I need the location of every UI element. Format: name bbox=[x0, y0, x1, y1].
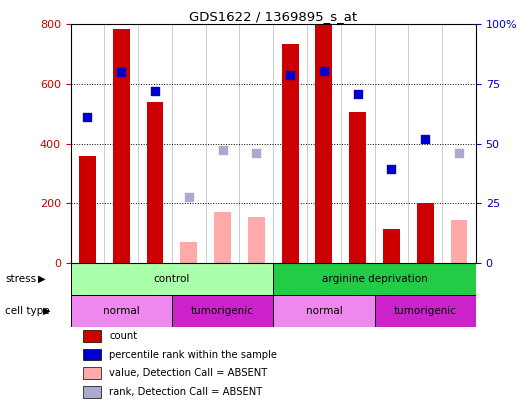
Text: tumorigenic: tumorigenic bbox=[394, 306, 457, 316]
Text: ▶: ▶ bbox=[43, 306, 50, 316]
Point bbox=[252, 149, 260, 156]
Point bbox=[421, 136, 429, 143]
Text: cell type: cell type bbox=[5, 306, 50, 316]
Point bbox=[151, 88, 159, 95]
Text: rank, Detection Call = ABSENT: rank, Detection Call = ABSENT bbox=[109, 387, 263, 396]
Text: percentile rank within the sample: percentile rank within the sample bbox=[109, 350, 277, 360]
Bar bbox=[146, 102, 164, 263]
Bar bbox=[83, 367, 101, 379]
Point bbox=[83, 113, 92, 120]
Bar bbox=[79, 156, 96, 263]
Bar bbox=[180, 242, 197, 263]
Text: normal: normal bbox=[305, 306, 343, 316]
Bar bbox=[248, 217, 265, 263]
Point bbox=[388, 166, 396, 172]
Bar bbox=[83, 349, 101, 360]
Bar bbox=[273, 295, 374, 327]
Point bbox=[286, 72, 294, 78]
Title: GDS1622 / 1369895_s_at: GDS1622 / 1369895_s_at bbox=[189, 10, 357, 23]
Text: stress: stress bbox=[5, 274, 37, 284]
Text: arginine deprivation: arginine deprivation bbox=[322, 274, 427, 284]
Point bbox=[117, 69, 126, 75]
Bar bbox=[417, 203, 434, 263]
Text: normal: normal bbox=[103, 306, 140, 316]
Bar bbox=[282, 44, 299, 263]
Bar bbox=[172, 295, 273, 327]
Text: count: count bbox=[109, 331, 137, 341]
Text: value, Detection Call = ABSENT: value, Detection Call = ABSENT bbox=[109, 368, 267, 378]
Bar bbox=[71, 295, 172, 327]
Point bbox=[185, 194, 193, 200]
Bar bbox=[83, 386, 101, 398]
Bar bbox=[383, 229, 400, 263]
Bar bbox=[214, 212, 231, 263]
Bar bbox=[71, 263, 273, 295]
Text: control: control bbox=[154, 274, 190, 284]
Bar bbox=[349, 112, 366, 263]
Point bbox=[219, 146, 227, 153]
Bar bbox=[83, 330, 101, 342]
Bar bbox=[315, 24, 333, 263]
Bar bbox=[451, 220, 468, 263]
Bar bbox=[113, 29, 130, 263]
Bar bbox=[273, 263, 476, 295]
Point bbox=[455, 149, 463, 156]
Point bbox=[354, 90, 362, 97]
Text: tumorigenic: tumorigenic bbox=[191, 306, 254, 316]
Point bbox=[320, 67, 328, 74]
Bar bbox=[374, 295, 476, 327]
Text: ▶: ▶ bbox=[38, 274, 45, 284]
